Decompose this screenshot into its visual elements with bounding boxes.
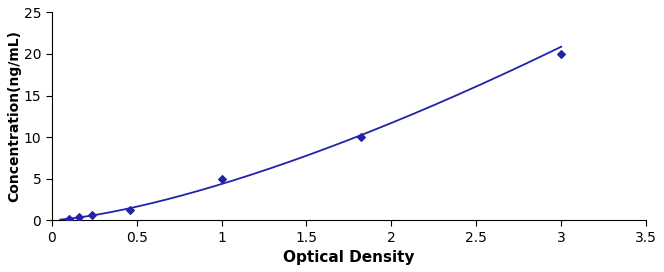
X-axis label: Optical Density: Optical Density — [283, 250, 415, 265]
Y-axis label: Concentration(ng/mL): Concentration(ng/mL) — [7, 30, 21, 202]
